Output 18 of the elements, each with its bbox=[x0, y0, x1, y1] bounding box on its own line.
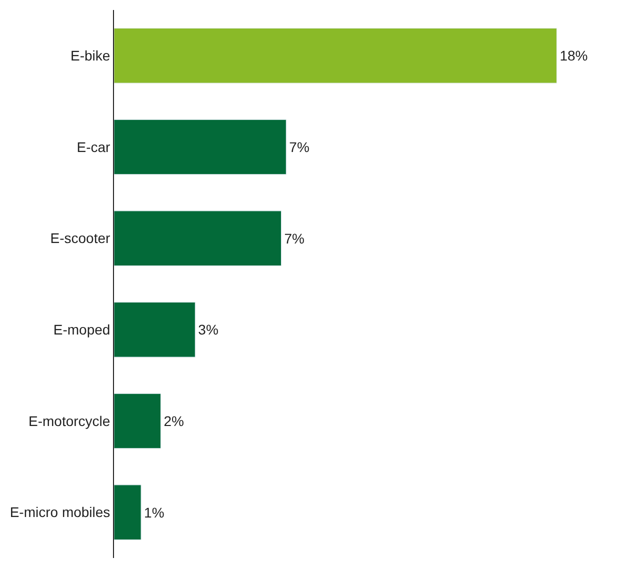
data-label: 2% bbox=[164, 413, 184, 429]
data-label: 3% bbox=[198, 322, 218, 338]
y-tick-label: E-car bbox=[76, 138, 111, 155]
y-tick-label: E-micro mobiles bbox=[10, 504, 110, 520]
y-tick-label: E-moped bbox=[53, 322, 110, 338]
data-label: 1% bbox=[144, 504, 164, 520]
bar bbox=[114, 210, 282, 266]
y-tick-label: E-bike bbox=[70, 48, 110, 64]
y-tick-label: E-scooter bbox=[50, 230, 111, 246]
data-label: 18% bbox=[560, 48, 588, 64]
bar bbox=[114, 28, 557, 84]
data-label: 7% bbox=[284, 230, 304, 246]
bar bbox=[114, 484, 142, 540]
y-tick-label: E-motorcycle bbox=[28, 412, 110, 429]
bar bbox=[114, 393, 161, 449]
data-label: 7% bbox=[289, 139, 310, 155]
bar bbox=[114, 302, 196, 358]
bar bbox=[114, 119, 286, 175]
